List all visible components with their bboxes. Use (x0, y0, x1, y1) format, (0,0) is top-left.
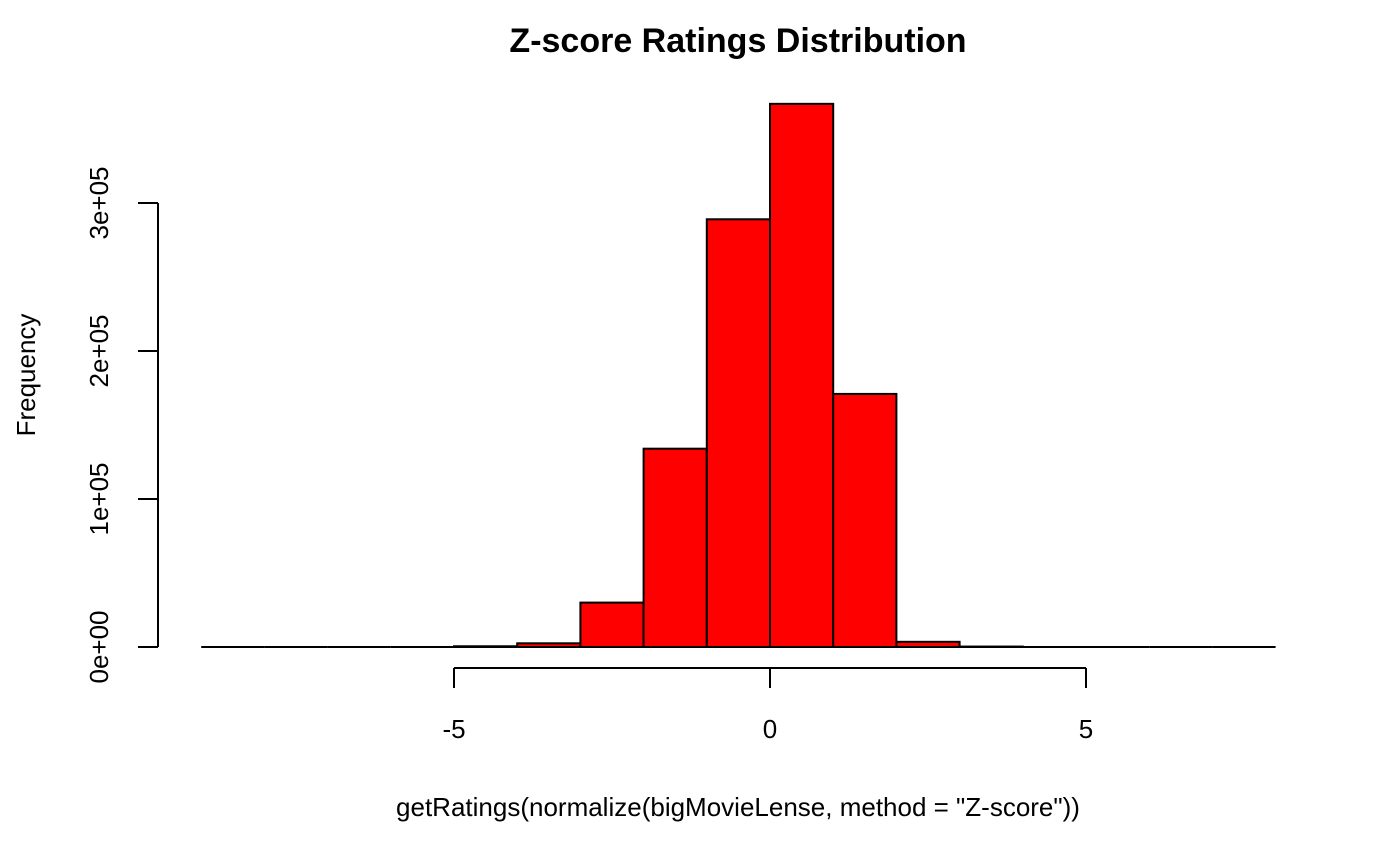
y-axis-label: Frequency (11, 314, 41, 437)
histogram-bar (453, 645, 519, 649)
y-axis: 0e+00 1e+05 2e+05 3e+05 (84, 166, 159, 684)
x-tick-label: -5 (442, 714, 465, 744)
histogram-bar (895, 640, 961, 649)
y-tick-label: 3e+05 (84, 166, 114, 239)
y-tick-label: 0e+00 (84, 610, 114, 683)
y-tick-label: 2e+05 (84, 314, 114, 387)
x-axis-label: getRatings(normalize(bigMovieLense, meth… (396, 792, 1080, 822)
bars-group (201, 102, 1276, 649)
histogram-bar (516, 642, 582, 648)
histogram-bar (832, 392, 898, 649)
histogram-bar (579, 601, 645, 648)
y-tick-label: 1e+05 (84, 462, 114, 535)
x-tick-label: 5 (1079, 714, 1093, 744)
x-tick-label: 0 (763, 714, 777, 744)
histogram-bar (769, 102, 835, 648)
histogram-bar (705, 218, 771, 648)
x-axis: -5 0 5 (442, 667, 1093, 744)
histogram-bar (642, 447, 708, 648)
chart-title: Z-score Ratings Distribution (509, 22, 966, 60)
